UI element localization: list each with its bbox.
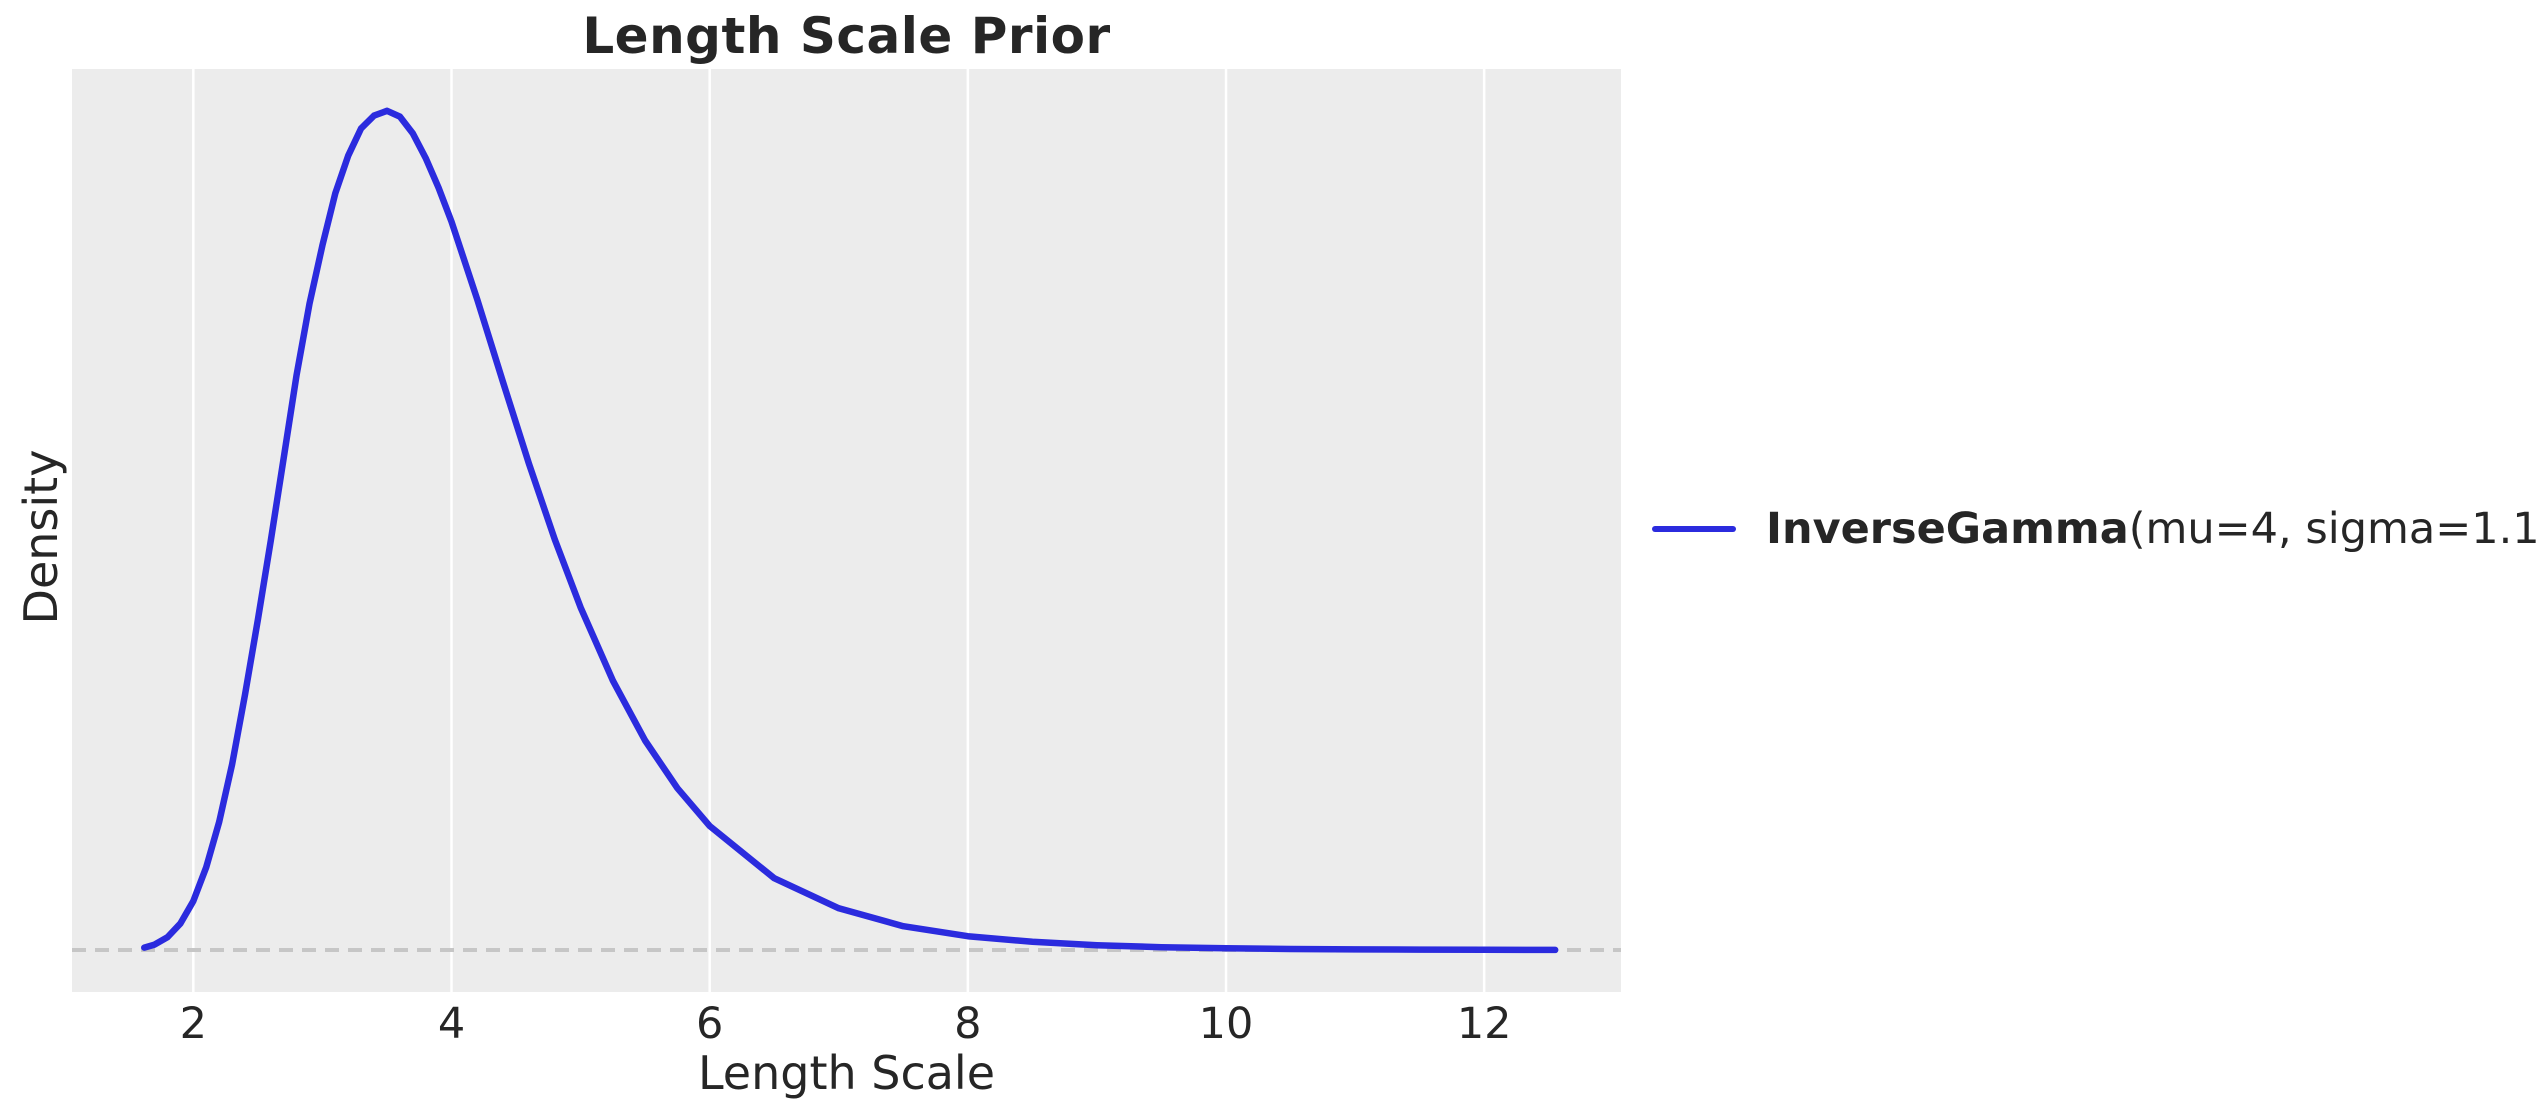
x-tick-label: 8 (954, 999, 982, 1049)
x-tick-label: 6 (696, 999, 724, 1049)
x-tick-label: 12 (1456, 999, 1512, 1049)
x-tick-label: 10 (1198, 999, 1254, 1049)
legend-distribution-name: InverseGamma (1766, 504, 2129, 554)
x-axis-label: Length Scale (697, 1046, 996, 1100)
x-tick-label: 2 (179, 999, 207, 1049)
x-tick-label: 4 (437, 999, 466, 1049)
plot-area (72, 69, 1621, 992)
legend: InverseGamma(mu=4, sigma=1.14) (1652, 504, 2538, 554)
legend-distribution-params: (mu=4, sigma=1.14) (2128, 504, 2538, 554)
y-axis-label: Density (14, 449, 68, 625)
density-curve (141, 107, 1559, 954)
chart-title: Length Scale Prior (582, 7, 1111, 65)
legend-line-swatch (1652, 526, 1736, 532)
legend-label: InverseGamma(mu=4, sigma=1.14) (1766, 504, 2538, 554)
